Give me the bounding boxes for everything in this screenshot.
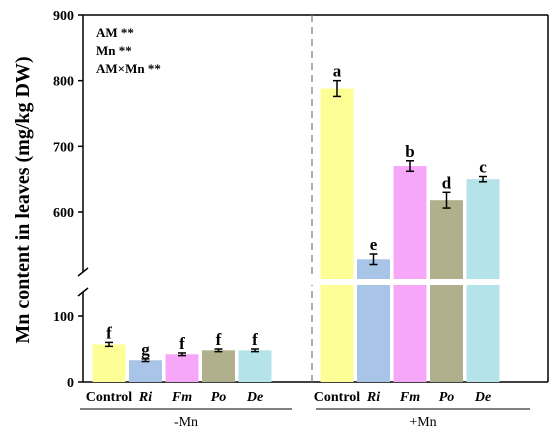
category-label: Fm	[399, 390, 420, 405]
significance-letter: f	[106, 323, 112, 342]
bar	[430, 200, 463, 382]
group-label-minus-mn: -Mn	[174, 415, 198, 430]
axis-break-gap	[84, 279, 547, 285]
y-tick-label: 800	[53, 75, 74, 90]
significance-letter: f	[252, 330, 258, 349]
bar	[165, 354, 199, 382]
stat-annotation: AM **	[96, 25, 134, 40]
category-label: Control	[314, 390, 361, 405]
bar	[393, 166, 427, 382]
bar	[129, 360, 162, 382]
category-label: Ri	[366, 390, 380, 405]
bar	[357, 259, 390, 382]
significance-letter: f	[216, 330, 222, 349]
axis-break-mark	[77, 287, 89, 297]
y-tick-label: 700	[53, 140, 74, 155]
bar	[202, 350, 235, 382]
stat-annotation: AM×Mn **	[96, 61, 161, 76]
category-label: Po	[211, 390, 227, 405]
group-label-plus-mn: +Mn	[409, 415, 436, 430]
category-label: De	[474, 390, 491, 405]
y-tick-label: 100	[53, 310, 74, 325]
plot-area: 600 700 800 900 0 100 f Control g Ri f Fm f Po f De a Con…	[53, 9, 549, 410]
category-label: Control	[86, 390, 133, 405]
axis-break-mark	[77, 267, 89, 277]
category-label: Fm	[171, 390, 192, 405]
y-axis-title: Mn content in leaves (mg/kg DW)	[12, 56, 34, 343]
bar	[320, 88, 354, 383]
significance-letter: b	[405, 142, 414, 161]
category-label: De	[246, 390, 263, 405]
significance-letter: g	[141, 340, 150, 359]
significance-letter: d	[442, 173, 452, 192]
significance-letter: e	[370, 235, 378, 254]
significance-letter: f	[179, 334, 185, 353]
category-label: Ri	[138, 390, 152, 405]
significance-letter: a	[333, 62, 342, 81]
y-tick-label: 600	[53, 206, 74, 221]
stat-annotation: Mn **	[96, 43, 132, 58]
significance-letter: c	[479, 158, 487, 177]
y-tick-label: 0	[67, 376, 74, 391]
bar	[92, 344, 126, 382]
y-tick-label: 900	[53, 9, 74, 24]
category-label: Po	[439, 390, 455, 405]
bar	[238, 350, 272, 382]
